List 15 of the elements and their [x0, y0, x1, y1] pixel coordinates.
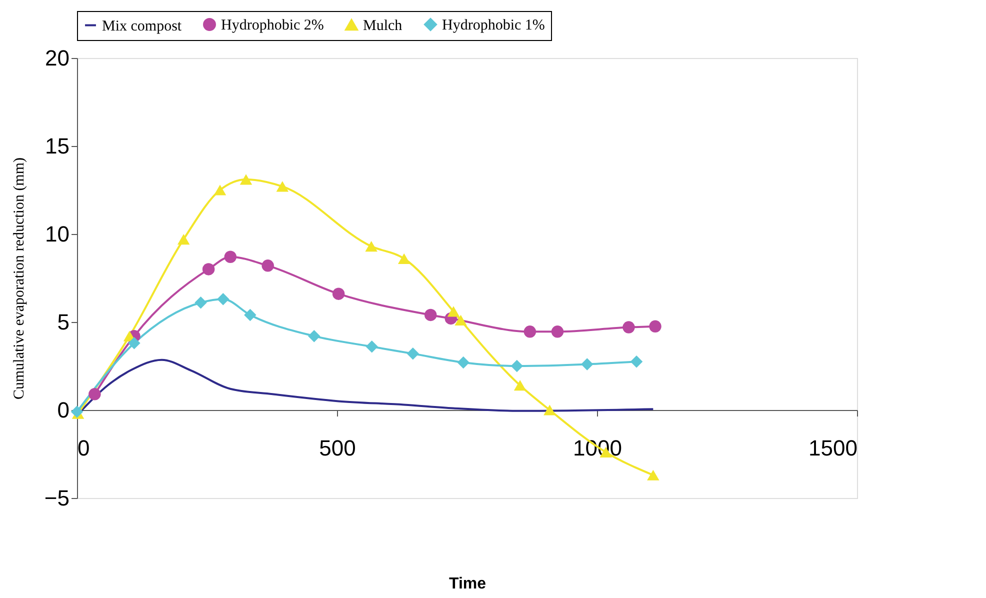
x-tick-label: 1500 [808, 436, 858, 460]
y-tick-label: 10 [45, 222, 70, 246]
legend-label: Mix compost [102, 18, 182, 34]
legend-label: Mulch [363, 18, 403, 34]
y-tick-label: 15 [45, 134, 70, 158]
legend-label: Hydrophobic 1% [442, 18, 545, 34]
y-tick-label: 20 [45, 46, 70, 70]
y-tick-label: 0 [57, 398, 70, 422]
x-tick-label: 0 [78, 436, 90, 460]
y-tick-label: 5 [57, 310, 70, 334]
x-axis-title: Time [448, 576, 486, 592]
x-tick-label: 500 [319, 436, 356, 460]
y-tick-label: −5 [44, 486, 70, 510]
legend-label: Hydrophobic 2% [221, 18, 324, 34]
y-axis-title: Cumulative evaporation reduction (mm) [11, 157, 28, 400]
